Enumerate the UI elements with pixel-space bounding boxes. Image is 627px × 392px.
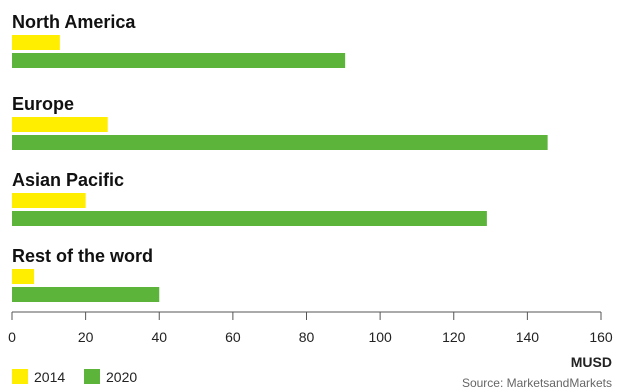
- legend-item-2014: 2014: [12, 369, 65, 385]
- region-label: Asian Pacific: [12, 170, 124, 190]
- legend-swatch: [84, 369, 100, 384]
- legend-swatch: [12, 369, 28, 384]
- x-tick-label: 60: [225, 329, 241, 345]
- region-label: Rest of the word: [12, 246, 153, 266]
- bar-rest-of-the-word-2014: [12, 269, 35, 284]
- region-group-europe: Europe: [12, 94, 548, 150]
- x-tick-label: 160: [589, 329, 613, 345]
- bar-rest-of-the-word-2020: [12, 287, 160, 302]
- x-tick-label: 100: [368, 329, 392, 345]
- region-label: Europe: [12, 94, 74, 114]
- x-tick-label: 0: [8, 329, 16, 345]
- x-axis-unit-label: MUSD: [571, 354, 612, 370]
- bar-asian-pacific-2014: [12, 193, 86, 208]
- legend: 2014 2020: [12, 369, 137, 385]
- bar-europe-2020: [12, 135, 548, 150]
- x-tick-label: 40: [151, 329, 167, 345]
- legend-label: 2020: [106, 369, 137, 385]
- region-groups: North America Europe Asian Pacific Rest of …: [12, 12, 548, 302]
- region-group-rest-of-the-word: Rest of the word: [12, 246, 160, 302]
- x-axis-ticks: 0 20 40 60 80 100 120 140 160: [8, 312, 613, 345]
- region-group-asian-pacific: Asian Pacific: [12, 170, 487, 226]
- x-tick-label: 120: [442, 329, 466, 345]
- region-group-north-america: North America: [12, 12, 346, 68]
- bar-asian-pacific-2020: [12, 211, 487, 226]
- x-tick-label: 80: [299, 329, 315, 345]
- x-tick-label: 140: [516, 329, 540, 345]
- bar-europe-2014: [12, 117, 108, 132]
- source-note: Source: MarketsandMarkets: [462, 376, 612, 390]
- legend-label: 2014: [34, 369, 65, 385]
- bar-north-america-2014: [12, 35, 60, 50]
- x-tick-label: 20: [78, 329, 94, 345]
- bar-north-america-2020: [12, 53, 346, 68]
- region-label: North America: [12, 12, 136, 32]
- legend-item-2020: 2020: [84, 369, 137, 385]
